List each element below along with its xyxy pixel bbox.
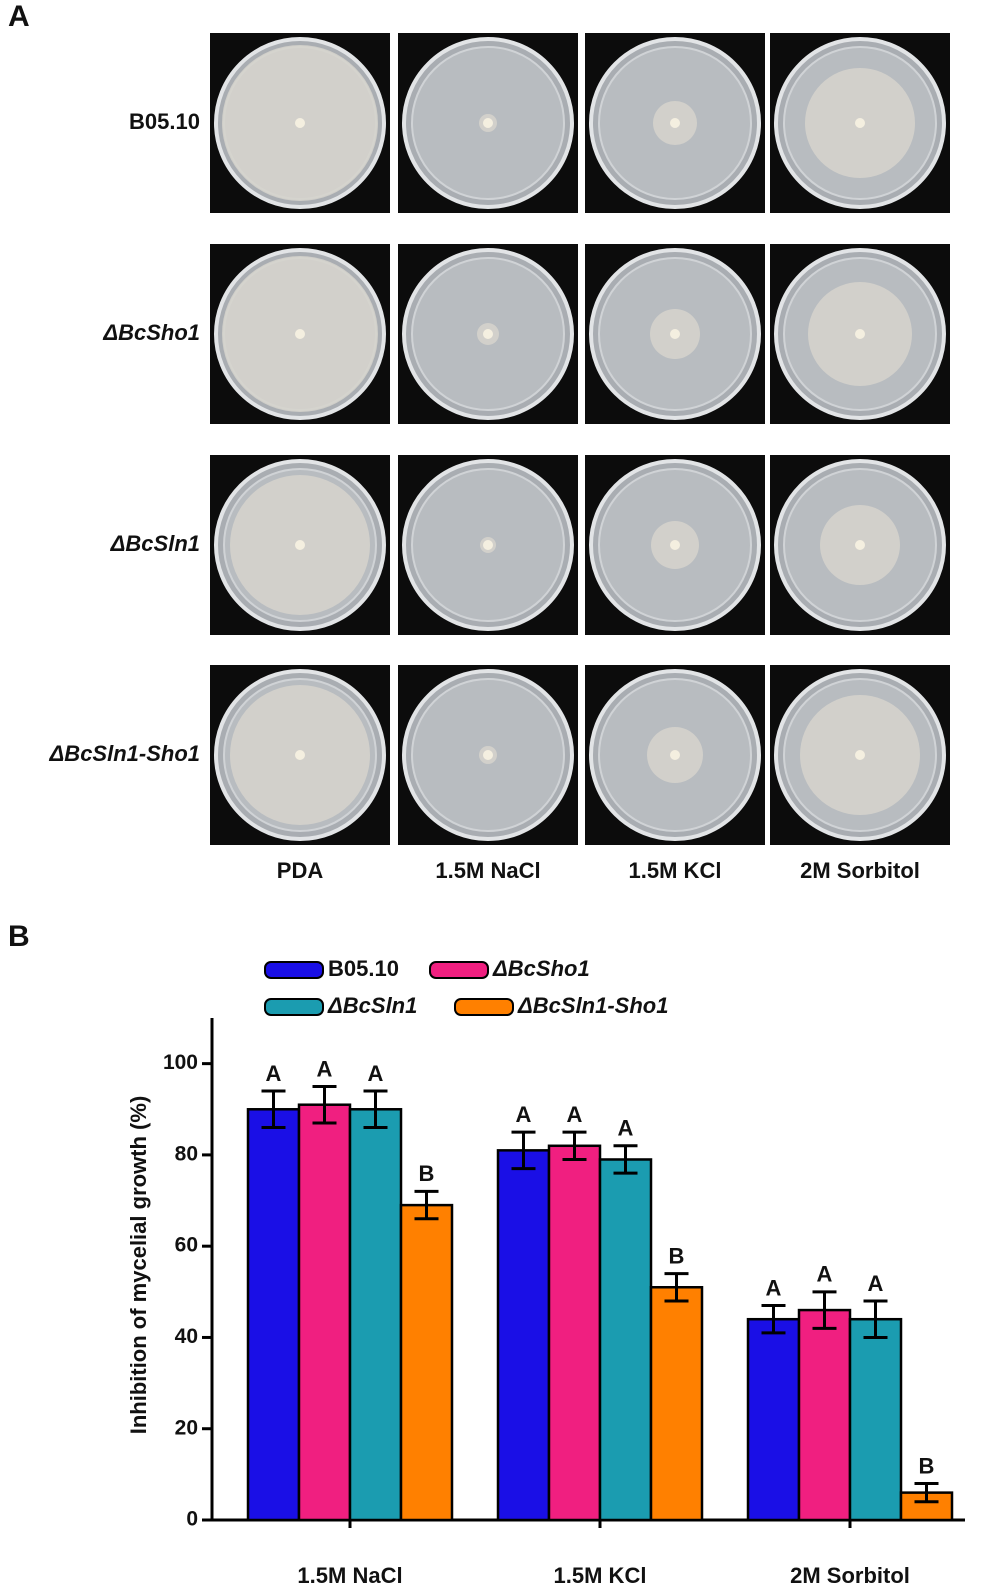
legend-swatch [429,961,489,979]
significance-letter: B [419,1161,435,1186]
legend-label: ΔBcSln1 [327,993,417,1018]
inoculum [483,750,493,760]
inoculum [855,118,865,128]
significance-letter: A [368,1061,384,1086]
y-tick-label: 100 [163,1051,198,1074]
legend-swatch [454,998,514,1016]
row-label: ΔBcSln1-Sho1 [49,741,200,766]
bar [297,1103,352,1522]
significance-letter: A [868,1271,884,1296]
bar [598,1158,653,1522]
inoculum [670,750,680,760]
inoculum [295,118,305,128]
y-tick-label: 40 [175,1325,198,1348]
bar [246,1108,301,1522]
error-bar [613,1144,638,1175]
legend-swatch [264,961,324,979]
error-bar [914,1481,939,1504]
bar [496,1149,551,1522]
bar [746,1317,801,1522]
inoculum [483,329,493,339]
inoculum [483,118,493,128]
legend-label: B05.10 [328,956,399,981]
y-tick-label: 20 [175,1416,198,1439]
error-bar [511,1130,536,1171]
error-bar [414,1189,439,1221]
row-label: ΔBcSln1 [110,531,200,556]
inoculum [670,118,680,128]
inoculum [295,329,305,339]
error-bar [761,1304,786,1335]
y-tick-label: 0 [186,1508,198,1531]
y-tick-label: 60 [175,1234,198,1257]
significance-letter: A [817,1262,833,1287]
bar [848,1317,903,1522]
significance-letter: B [919,1453,935,1478]
panel-label: A [8,0,30,33]
significance-letter: A [618,1116,634,1141]
legend-label: ΔBcSho1 [492,956,590,981]
inoculum [483,540,493,550]
significance-letter: A [317,1056,333,1081]
column-label: PDA [277,858,324,883]
bar [797,1308,852,1522]
inoculum [670,540,680,550]
x-tick-label: 1.5M NaCl [297,1563,402,1588]
y-tick-label: 80 [175,1142,198,1165]
error-bar [261,1089,286,1130]
significance-letter: A [266,1061,282,1086]
significance-letter: A [567,1102,583,1127]
error-bar [664,1272,689,1303]
column-label: 1.5M KCl [629,858,722,883]
error-bar [363,1089,388,1130]
significance-letter: A [766,1275,782,1300]
bar [348,1108,403,1522]
inoculum [855,329,865,339]
x-tick-label: 1.5M KCl [554,1563,647,1588]
inoculum [855,540,865,550]
inoculum [855,750,865,760]
error-bar [312,1084,337,1125]
y-axis-title: Inhibition of mycelial growth (%) [126,1096,151,1435]
bar [547,1144,602,1522]
bar [649,1286,704,1522]
x-tick-label: 2M Sorbitol [790,1563,910,1588]
inoculum [295,750,305,760]
panel-label: B [8,920,30,953]
error-bar [812,1290,837,1330]
significance-letter: B [669,1243,685,1268]
bar [399,1203,454,1522]
column-label: 1.5M NaCl [435,858,540,883]
legend-label: ΔBcSln1-Sho1 [517,993,668,1018]
error-bar [562,1130,587,1161]
legend-swatch [264,998,324,1016]
inoculum [295,540,305,550]
inoculum [670,329,680,339]
row-label: ΔBcSho1 [102,320,200,345]
row-label: B05.10 [129,109,200,134]
column-label: 2M Sorbitol [800,858,920,883]
significance-letter: A [516,1102,532,1127]
error-bar [863,1299,888,1339]
